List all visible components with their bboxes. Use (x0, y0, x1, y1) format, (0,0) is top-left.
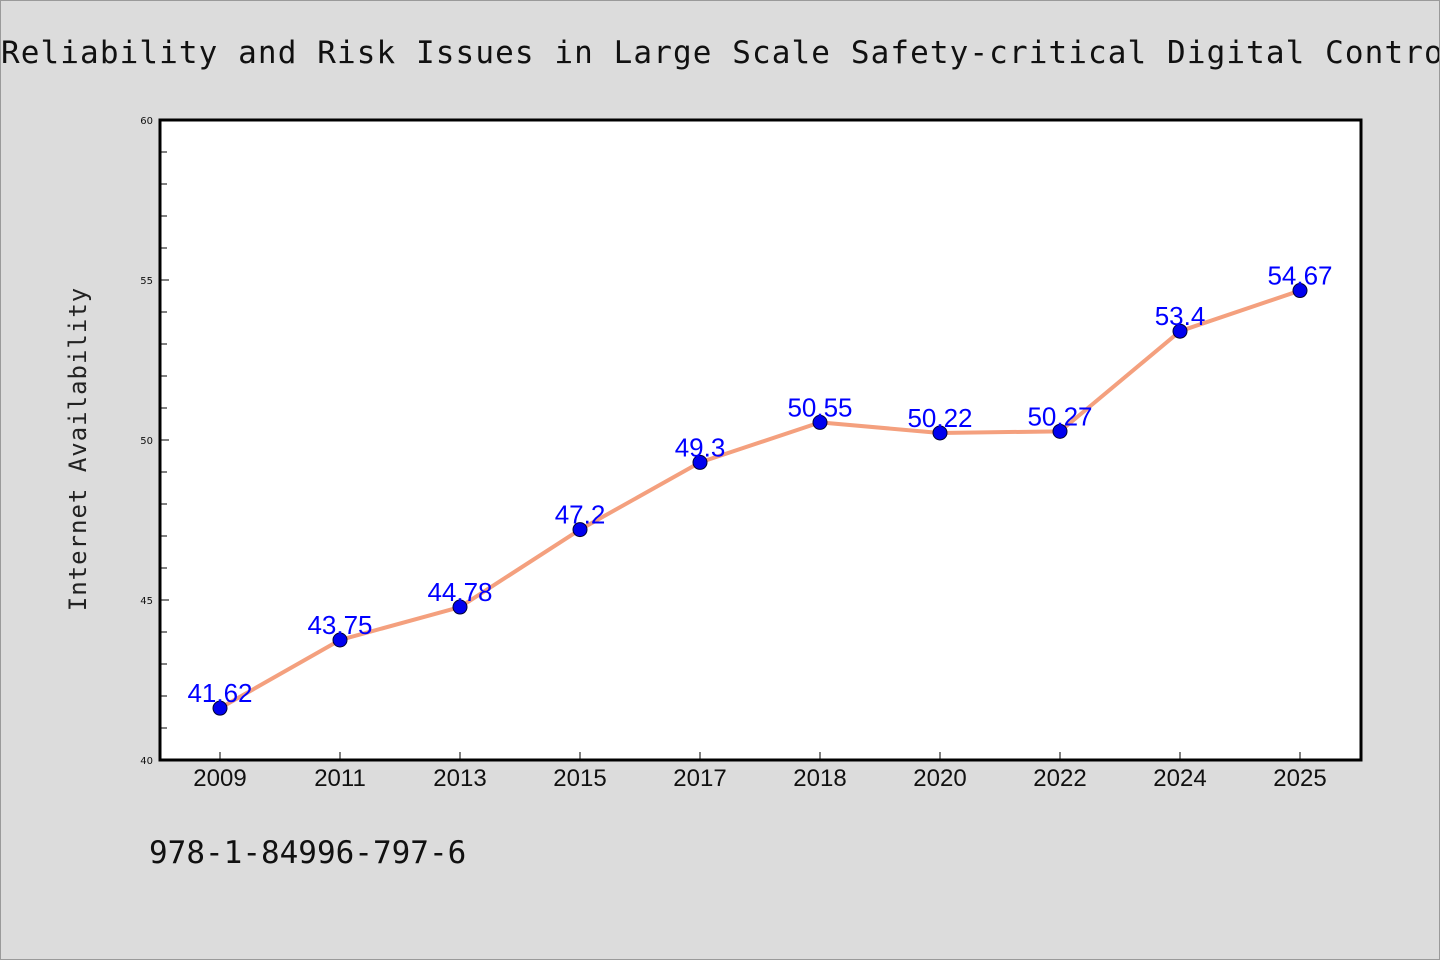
x-tick-label: 2022 (1033, 765, 1086, 792)
data-label: 50.22 (907, 403, 972, 433)
data-point (1052, 423, 1068, 439)
data-point (452, 599, 468, 615)
data-label: 43.75 (307, 610, 372, 640)
data-label: 44.78 (427, 577, 492, 607)
plot-area (160, 120, 1361, 760)
data-point (812, 414, 828, 430)
chart-title: Reliability and Risk Issues in Large Sca… (1, 35, 1440, 71)
data-point (932, 425, 948, 441)
y-tick-label: 55 (140, 276, 153, 287)
data-point (332, 632, 348, 648)
data-label: 47.2 (555, 500, 606, 530)
y-tick-label: 60 (140, 116, 153, 127)
x-tick-label: 2017 (673, 765, 726, 792)
y-tick-label: 40 (140, 756, 153, 767)
x-tick-label: 2013 (433, 765, 486, 792)
data-label: 50.27 (1027, 401, 1092, 431)
x-tick-label: 2024 (1153, 765, 1206, 792)
series-line (218, 288, 1302, 711)
x-tick-label: 2020 (913, 765, 966, 792)
plot-border (158, 118, 1363, 762)
data-label: 50.55 (787, 392, 852, 422)
data-point (212, 700, 228, 716)
data-point (572, 522, 588, 538)
data-label: 53.4 (1155, 301, 1206, 331)
y-tick-label: 45 (140, 596, 153, 607)
x-tick-label: 2009 (193, 765, 246, 792)
x-tick-label: 2018 (793, 765, 846, 792)
x-tick-label: 2025 (1273, 765, 1326, 792)
data-label: 54.67 (1267, 261, 1332, 291)
x-tick-label: 2011 (314, 765, 366, 792)
data-point (1292, 283, 1308, 299)
data-label: 49.3 (675, 432, 726, 462)
data-point (1172, 323, 1188, 339)
data-label: 41.62 (187, 678, 252, 708)
x-tick-label: 2015 (553, 765, 606, 792)
y-tick-label: 50 (140, 436, 153, 447)
data-point (692, 454, 708, 470)
footer-code: 978-1-84996-797-6 (149, 835, 467, 871)
